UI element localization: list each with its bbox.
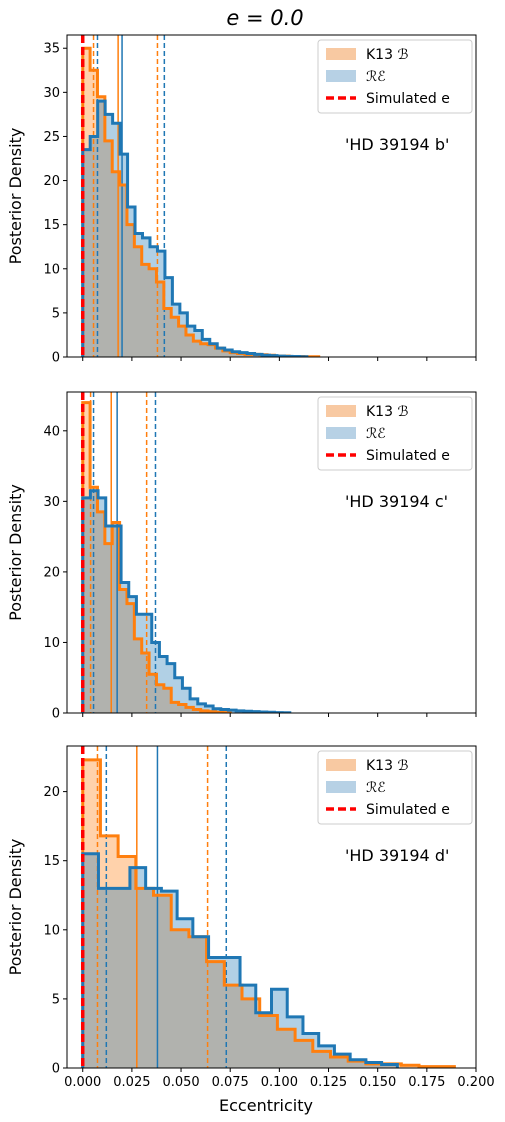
y-tick-label: 20 — [43, 174, 60, 189]
y-tick-label: 30 — [43, 86, 60, 101]
k13-hist-outline — [81, 401, 232, 713]
y-tick-label: 40 — [43, 424, 60, 439]
re-hist-fill — [82, 490, 290, 713]
planet-annotation: 'HD 39194 b' — [345, 135, 449, 154]
y-tick-label: 0 — [52, 351, 60, 366]
x-tick-label: 0.100 — [261, 1075, 298, 1090]
legend-label-2: Simulated e — [366, 448, 450, 464]
legend-label-1: ℛℰ — [366, 69, 386, 85]
y-tick-label: 20 — [43, 565, 60, 580]
x-tick-label: 0.050 — [162, 1075, 199, 1090]
y-tick-label: 0 — [52, 1062, 60, 1077]
planet-annotation: 'HD 39194 d' — [345, 846, 449, 865]
re-hist-fill — [82, 101, 307, 357]
x-tick-label: 0.075 — [212, 1075, 249, 1090]
re-hist-outline — [81, 852, 399, 1068]
y-axis-label: Posterior Density — [6, 839, 25, 976]
x-tick-label: 0.000 — [64, 1075, 101, 1090]
k13-hist-fill — [82, 48, 319, 357]
y-tick-label: 5 — [52, 306, 60, 321]
y-tick-label: 25 — [43, 130, 60, 145]
legend-frame — [317, 396, 473, 471]
x-tick-label: 0.125 — [310, 1075, 347, 1090]
figure-title: e = 0.0 — [226, 6, 303, 30]
panel-hd-39194-d: 0 5 10 15 20 0.000 0.025 0.050 0.075 0.100 0.125 0.… — [6, 745, 495, 1090]
legend-swatch-1 — [326, 781, 356, 793]
y-tick-label: 0 — [52, 707, 60, 722]
legend-swatch-1 — [326, 427, 356, 439]
y-tick-label: 5 — [52, 992, 60, 1007]
panel-hd-39194-c: 0 10 20 30 40 Posterior Density K13 ℬ ℛℰ Simulat… — [6, 391, 477, 722]
legend-frame — [317, 750, 473, 825]
y-tick-label: 35 — [43, 42, 60, 57]
panel-hd-39194-b: 0 5 10 15 20 25 30 35 Posterior Density K13 ℬ ℛℰ Si… — [6, 34, 477, 366]
planet-annotation: 'HD 39194 c' — [345, 492, 448, 511]
legend-label-2: Simulated e — [366, 91, 450, 107]
legend-swatch-0 — [326, 759, 356, 771]
y-tick-label: 20 — [43, 785, 60, 800]
y-tick-label: 10 — [43, 636, 60, 651]
legend-label-2: Simulated e — [366, 802, 450, 818]
legend: K13 ℬ ℛℰ Simulated e — [317, 39, 473, 114]
y-axis-label: Posterior Density — [6, 484, 25, 621]
x-tick-label: 0.175 — [408, 1075, 445, 1090]
legend-swatch-0 — [326, 48, 356, 60]
legend-label-0: K13 ℬ — [366, 47, 408, 63]
plot-area — [80, 35, 321, 357]
legend-swatch-1 — [326, 70, 356, 82]
plot-area — [80, 746, 456, 1068]
y-tick-label: 30 — [43, 495, 60, 510]
re-hist-outline — [81, 489, 292, 713]
legend: K13 ℬ ℛℰ Simulated e — [317, 396, 473, 471]
k13-hist-fill — [82, 402, 231, 713]
legend: K13 ℬ ℛℰ Simulated e — [317, 750, 473, 825]
x-axis-label: Eccentricity — [219, 1096, 313, 1115]
legend-label-0: K13 ℬ — [366, 758, 408, 774]
plot-area — [80, 392, 292, 713]
y-tick-label: 15 — [43, 854, 60, 869]
figure-title-text: e = 0.0 — [226, 6, 303, 30]
y-tick-label: 15 — [43, 218, 60, 233]
y-axis-label: Posterior Density — [6, 128, 25, 265]
axes-frame — [66, 391, 477, 714]
y-tick-label: 10 — [43, 262, 60, 277]
legend-label-1: ℛℰ — [366, 426, 386, 442]
legend-label-1: ℛℰ — [366, 780, 386, 796]
legend-frame — [317, 39, 473, 114]
re-hist-outline — [81, 99, 309, 357]
x-tick-label: 0.150 — [359, 1075, 396, 1090]
x-tick-label: 0.025 — [113, 1075, 150, 1090]
x-tick-label: 0.200 — [457, 1075, 494, 1090]
y-tick-label: 10 — [43, 923, 60, 938]
legend-swatch-0 — [326, 405, 356, 417]
k13-hist-fill — [82, 759, 455, 1068]
axes-frame — [66, 34, 477, 358]
axes-frame — [66, 745, 477, 1069]
legend-label-0: K13 ℬ — [366, 404, 408, 420]
